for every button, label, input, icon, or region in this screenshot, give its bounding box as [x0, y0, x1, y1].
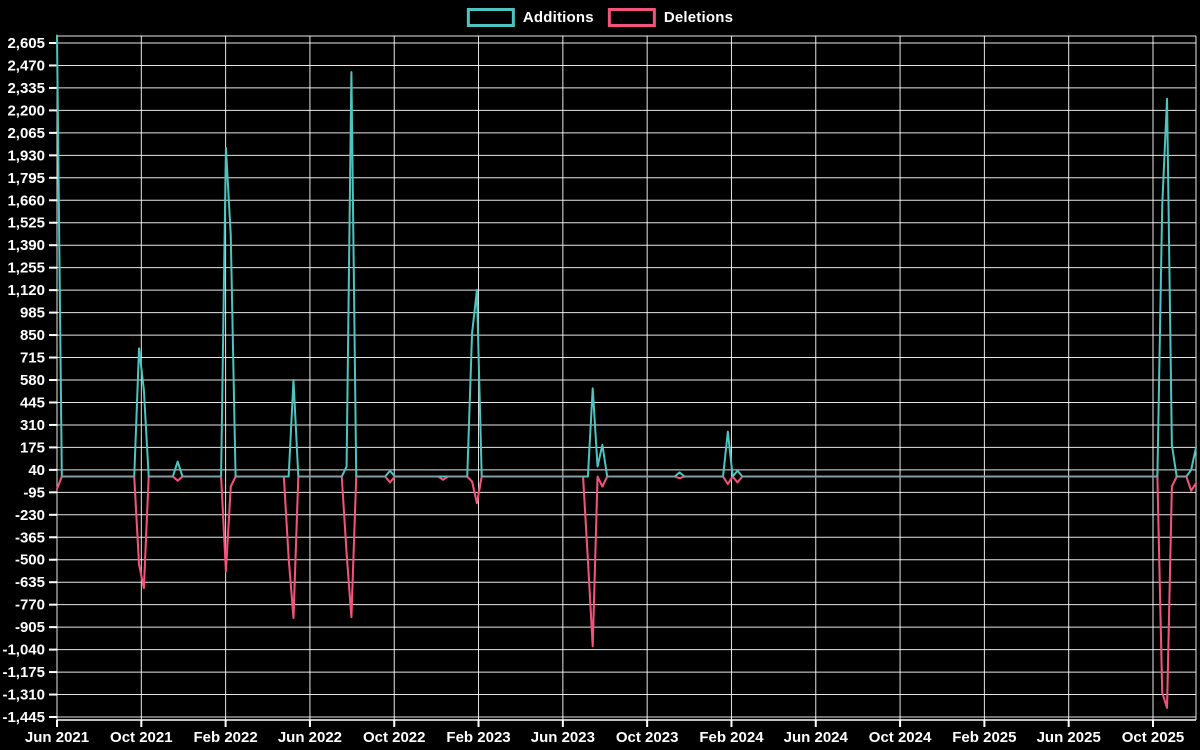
deletions-swatch: [607, 8, 656, 27]
legend-item-deletions[interactable]: Deletions: [607, 8, 734, 27]
y-axis-tick-label: -500: [15, 552, 45, 569]
y-axis-tick-label: 310: [20, 417, 45, 434]
deletions-line-overlay: [56, 475, 1197, 709]
y-axis-tick-label: 2,065: [7, 125, 45, 142]
y-axis-tick-label: -230: [15, 507, 45, 524]
y-axis-tick-label: 445: [20, 394, 45, 411]
y-axis-tick-label: -635: [15, 574, 45, 591]
y-axis-tick-label: 1,255: [7, 260, 45, 277]
x-axis-tick-label: Feb 2023: [446, 729, 510, 746]
y-axis-tick-label: 580: [20, 372, 45, 389]
y-axis-tick-label: 1,795: [7, 170, 45, 187]
y-axis-tick-label: -95: [23, 484, 45, 501]
additions-line: [56, 34, 1197, 478]
x-axis-tick-label: Jun 2024: [784, 729, 849, 746]
y-axis-tick-label: 40: [28, 462, 45, 479]
y-axis-tick-label: 850: [20, 327, 45, 344]
x-axis-tick-label: Jun 2021: [25, 729, 89, 746]
x-axis-tick-label: Jun 2022: [278, 729, 342, 746]
chart-legend: Additions Deletions: [466, 8, 734, 27]
y-axis-tick-label: 2,605: [7, 35, 45, 52]
y-axis-tick-label: -905: [15, 619, 45, 636]
x-axis-tick-label: Feb 2025: [952, 729, 1016, 746]
x-axis-tick-label: Jun 2025: [1037, 729, 1101, 746]
x-axis-tick-label: Oct 2024: [869, 729, 932, 746]
deletions-line: [56, 475, 1197, 709]
additions-swatch: [466, 8, 515, 27]
x-axis-tick-label: Oct 2025: [1122, 729, 1185, 746]
y-axis-tick-label: -1,445: [2, 709, 45, 726]
y-axis-tick-label: 715: [20, 350, 45, 367]
y-axis-tick-label: -770: [15, 597, 45, 614]
y-axis-tick-label: 1,525: [7, 215, 45, 232]
x-axis-tick-label: Jun 2023: [531, 729, 595, 746]
y-axis-tick-label: 175: [20, 439, 45, 456]
y-axis-tick-label: 1,390: [7, 237, 45, 254]
y-axis-tick-label: -1,310: [2, 687, 45, 704]
y-axis-tick-label: -365: [15, 529, 45, 546]
y-axis-tick-label: 985: [20, 305, 45, 322]
y-axis-tick-label: 2,335: [7, 80, 45, 97]
y-axis-tick-label: 2,200: [7, 102, 45, 119]
x-axis-tick-label: Feb 2024: [699, 729, 764, 746]
x-axis-tick-label: Oct 2021: [110, 729, 173, 746]
y-axis-tick-label: 1,120: [7, 282, 45, 299]
y-axis-tick-label: 1,930: [7, 147, 45, 164]
x-axis-tick-label: Oct 2022: [363, 729, 426, 746]
x-axis-tick-label: Feb 2022: [194, 729, 258, 746]
y-axis-tick-label: -1,175: [2, 664, 45, 681]
legend-item-additions[interactable]: Additions: [466, 8, 594, 27]
legend-label-deletions: Deletions: [663, 9, 734, 26]
y-axis-tick-label: 2,470: [7, 57, 45, 74]
y-axis-tick-label: -1,040: [2, 642, 45, 659]
legend-label-additions: Additions: [522, 9, 594, 26]
x-axis-tick-label: Oct 2023: [616, 729, 679, 746]
y-axis-tick-label: 1,660: [7, 192, 45, 209]
